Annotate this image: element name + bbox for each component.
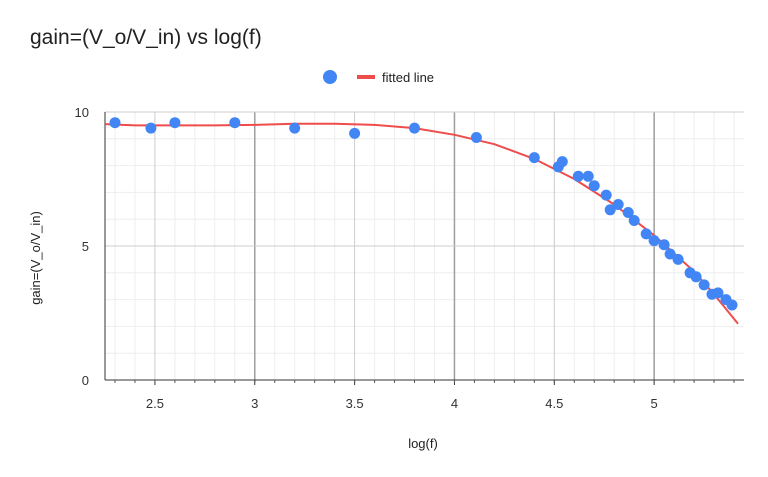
x-tick-label: 4.5 — [545, 396, 563, 411]
data-point — [109, 117, 121, 129]
data-point — [528, 152, 540, 164]
data-point — [648, 235, 660, 247]
data-point — [289, 122, 301, 134]
y-axis-title: gain=(V_o/V_in) — [28, 211, 43, 305]
data-point — [612, 199, 624, 210]
data-point — [640, 228, 652, 240]
x-tick-label: 2.5 — [146, 396, 164, 411]
legend-label-fitted-line: fitted line — [382, 70, 434, 85]
data-point — [712, 287, 724, 299]
y-axis-ticks: 0 5 10 — [75, 105, 89, 388]
x-tick-label: 3 — [251, 396, 258, 411]
data-point — [556, 156, 568, 168]
x-tick-label: 4 — [451, 396, 458, 411]
legend-points-marker — [323, 70, 337, 84]
axes — [104, 112, 744, 381]
data-point — [658, 239, 670, 251]
data-point — [664, 248, 676, 260]
data-point — [726, 299, 738, 311]
data-point — [409, 122, 420, 134]
y-tick-label: 5 — [82, 239, 89, 254]
fitted-line-series — [104, 122, 739, 325]
data-point — [572, 170, 584, 182]
x-tick-label: 3.5 — [346, 396, 364, 411]
y-tick-label: 0 — [82, 373, 89, 388]
data-point — [604, 204, 616, 216]
data-point — [622, 207, 634, 218]
major-gridlines — [105, 111, 744, 381]
data-point — [588, 180, 600, 192]
data-point — [582, 170, 594, 182]
legend: fitted line — [323, 70, 434, 85]
fitted-line-path — [104, 122, 739, 325]
data-point — [672, 253, 684, 265]
x-tick-label: 5 — [651, 396, 658, 411]
chart-title: gain=(V_o/V_in) vs log(f) — [30, 26, 262, 49]
y-tick-label: 10 — [75, 105, 89, 120]
data-point — [145, 122, 157, 134]
data-point — [600, 189, 612, 201]
data-point — [229, 117, 241, 129]
data-point — [349, 127, 361, 139]
x-axis-ticks: 2.5 3 3.5 4 4.5 5 — [114, 380, 735, 411]
x-axis-title: log(f) — [408, 436, 438, 451]
data-points-series — [109, 117, 738, 311]
data-point — [169, 117, 181, 129]
data-point — [698, 279, 710, 291]
data-point — [628, 215, 640, 226]
data-point — [690, 271, 702, 283]
data-point — [470, 132, 482, 143]
